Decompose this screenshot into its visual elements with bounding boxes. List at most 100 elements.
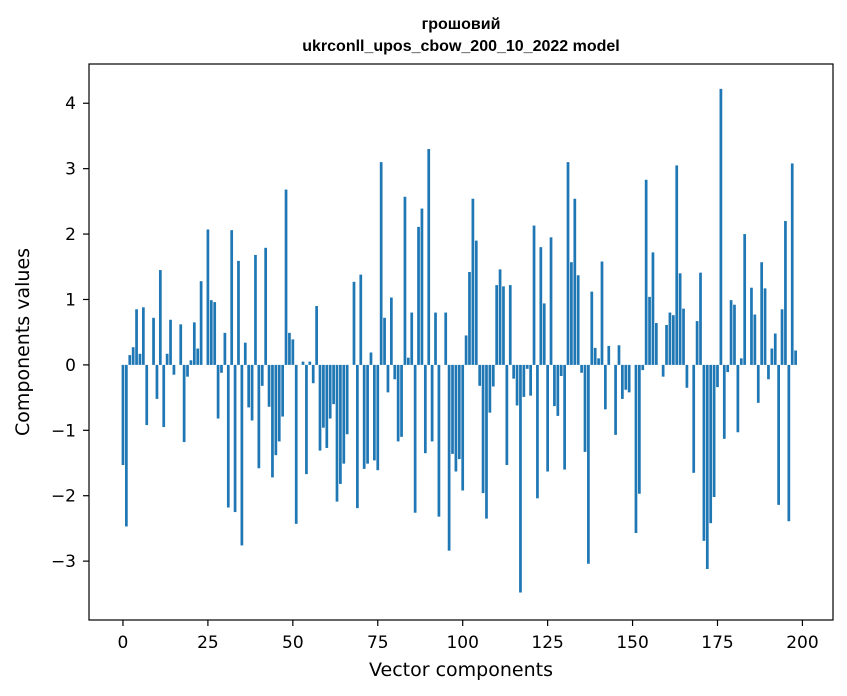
bar <box>542 303 546 365</box>
bar <box>692 364 696 473</box>
bar <box>739 358 743 365</box>
bar <box>226 364 230 508</box>
bar <box>169 319 172 365</box>
bar <box>777 364 780 505</box>
bar <box>794 350 797 365</box>
bar <box>230 230 234 365</box>
bar <box>454 364 458 472</box>
bar <box>597 358 600 365</box>
x-tick-label: 150 <box>616 633 648 653</box>
bar <box>651 252 655 365</box>
bar <box>423 364 427 454</box>
bar <box>607 345 611 365</box>
bar <box>593 347 597 365</box>
bar <box>485 364 488 519</box>
bar <box>600 261 604 365</box>
bar <box>539 247 543 365</box>
bar <box>199 281 203 365</box>
bar <box>614 364 617 435</box>
x-axis-ticks: 0 25 50 75 100 125 150 175 200 <box>118 620 819 653</box>
bar <box>502 286 505 365</box>
bar <box>570 262 573 365</box>
bar <box>471 198 475 365</box>
x-tick-label: 75 <box>367 633 389 653</box>
bar <box>250 364 254 421</box>
bar <box>196 348 200 365</box>
bar <box>318 364 322 451</box>
bar <box>743 234 747 365</box>
plot-area-frame <box>88 63 834 621</box>
bar <box>209 300 213 365</box>
bar <box>413 364 417 513</box>
bar <box>675 165 679 365</box>
bar <box>719 88 723 365</box>
bar <box>756 364 760 403</box>
bar <box>648 296 651 365</box>
bar <box>254 255 257 365</box>
bar <box>634 364 638 533</box>
bar <box>362 364 366 469</box>
bar <box>145 364 149 426</box>
bar <box>563 364 566 470</box>
bar <box>247 364 251 408</box>
bar <box>770 348 774 365</box>
bar <box>750 287 753 365</box>
bar <box>583 364 587 452</box>
bar <box>790 163 794 365</box>
bar <box>729 300 733 365</box>
bar <box>142 307 145 365</box>
bar <box>508 285 512 365</box>
bar <box>271 364 274 478</box>
bar <box>763 288 767 365</box>
bar <box>712 364 716 498</box>
y-tick-label: 0 <box>65 356 76 376</box>
bar <box>162 364 166 428</box>
bar <box>556 364 560 416</box>
bar <box>481 364 485 494</box>
bar <box>576 275 580 365</box>
bar <box>322 364 325 428</box>
bar <box>644 179 648 365</box>
bar <box>736 364 740 433</box>
bar <box>325 364 329 448</box>
bar <box>281 364 284 417</box>
bar <box>491 364 495 387</box>
bar <box>590 291 594 365</box>
bar <box>403 196 407 365</box>
bar <box>189 360 193 365</box>
bar <box>155 364 159 399</box>
bar <box>420 208 424 365</box>
bar <box>291 339 295 365</box>
bar <box>264 247 268 365</box>
bar <box>158 270 162 365</box>
bar <box>515 364 519 406</box>
bar <box>369 352 373 365</box>
bar <box>627 364 631 393</box>
bar <box>406 357 410 365</box>
bar <box>553 364 556 407</box>
bar <box>641 364 645 371</box>
bar <box>121 364 125 465</box>
chart-title: грошовий <box>422 16 501 33</box>
bar <box>339 364 342 484</box>
bar <box>386 364 390 393</box>
bar <box>186 364 189 377</box>
y-tick-label: −2 <box>51 487 76 507</box>
y-tick-label: 2 <box>65 225 76 245</box>
y-tick-label: 1 <box>65 290 76 310</box>
bar <box>366 364 369 464</box>
bar <box>702 364 706 541</box>
bar <box>685 364 689 388</box>
bar <box>284 189 288 365</box>
bar <box>457 364 461 460</box>
bar <box>638 364 641 494</box>
bar <box>305 364 308 475</box>
bar <box>549 237 553 365</box>
bar <box>165 353 169 365</box>
bar <box>726 364 730 373</box>
bar <box>376 364 380 471</box>
bar <box>352 281 356 365</box>
bar <box>617 345 621 365</box>
bar <box>301 361 305 365</box>
x-tick-label: 50 <box>282 633 304 653</box>
